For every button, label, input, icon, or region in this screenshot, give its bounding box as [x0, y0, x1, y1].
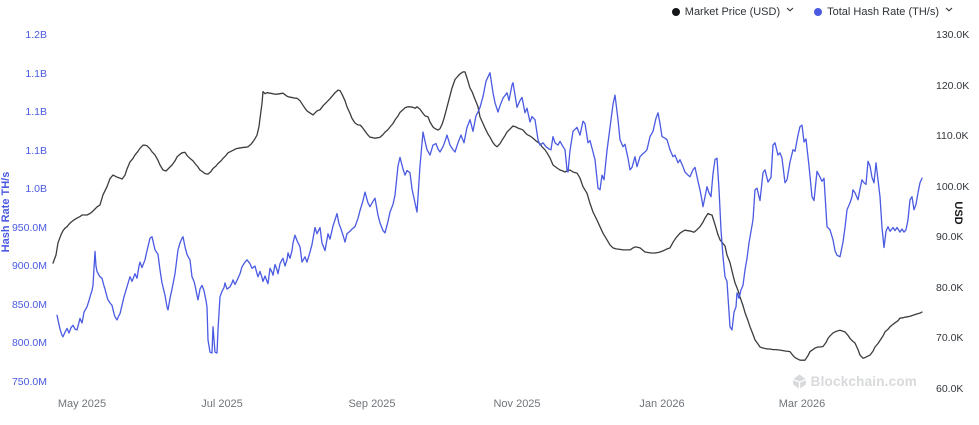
right-axis-tick: 90.0K — [936, 231, 964, 244]
left-axis-tick: 1.1B — [25, 144, 47, 157]
right-axis-title: USD — [952, 201, 964, 225]
watermark-text: Blockchain.com — [810, 374, 917, 389]
series-line-market-price — [52, 71, 923, 361]
left-axis-tick: 1.2B — [25, 29, 47, 41]
x-axis-tick: Nov 2025 — [493, 398, 541, 410]
legend: Market Price (USD) Total Hash Rate (TH/s) — [671, 6, 953, 18]
left-axis-tick: 1.0B — [25, 183, 47, 195]
left-axis-tick: 1.1B — [25, 67, 47, 80]
left-axis-tick: 800.0M — [11, 337, 47, 349]
x-axis-tick: Jan 2026 — [639, 398, 685, 410]
blockchain-logo-icon — [792, 374, 806, 389]
series-line-total-hash-rate — [56, 72, 923, 354]
legend-item-market-price[interactable]: Market Price (USD) — [671, 6, 794, 18]
left-axis-tick: 750.0M — [11, 375, 47, 388]
right-axis-tick: 100.0K — [936, 180, 970, 193]
right-axis-tick: 110.0K — [936, 130, 969, 143]
x-axis-tick: Mar 2026 — [778, 398, 826, 410]
right-axis-tick: 80.0K — [936, 281, 964, 294]
watermark: Blockchain.com — [792, 374, 917, 389]
right-axis-tick: 130.0K — [936, 29, 970, 41]
right-axis-tick: 60.0K — [936, 383, 964, 395]
x-axis-tick: Sep 2025 — [348, 398, 396, 410]
left-axis-tick: 850.0M — [11, 298, 47, 311]
right-axis-tick: 70.0K — [936, 332, 964, 345]
chevron-down-icon — [945, 7, 953, 12]
left-axis-title: Hash Rate TH/s — [0, 171, 12, 253]
chevron-down-icon — [786, 7, 794, 12]
legend-dot-total-hash-rate — [814, 8, 823, 16]
legend-label: Market Price (USD) — [684, 6, 781, 18]
legend-item-total-hash-rate[interactable]: Total Hash Rate (TH/s) — [814, 6, 953, 18]
left-axis-tick: 950.0M — [11, 221, 47, 234]
right-axis-tick: 120.0K — [936, 79, 970, 92]
left-axis-tick: 900.0M — [11, 260, 47, 272]
left-axis-tick: 1.1B — [25, 106, 47, 118]
legend-label: Total Hash Rate (TH/s) — [827, 6, 939, 18]
x-axis-tick: May 2025 — [57, 398, 107, 410]
x-axis-tick: Jul 2025 — [201, 398, 243, 410]
legend-dot-market-price — [671, 8, 680, 16]
